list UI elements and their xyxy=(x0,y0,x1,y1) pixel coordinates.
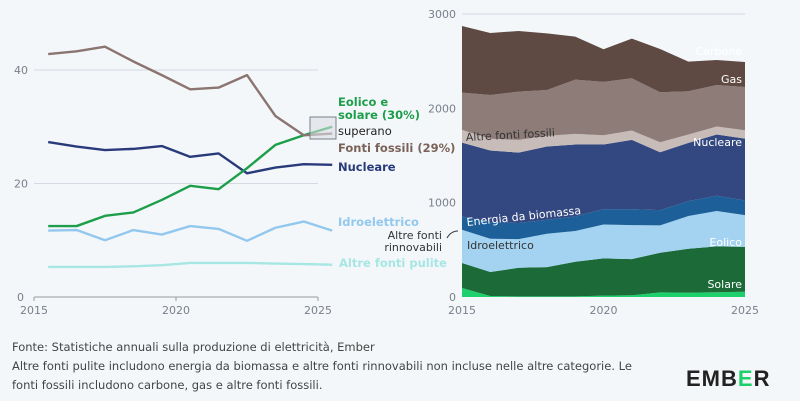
ember-logo: EMBER xyxy=(686,366,770,392)
label-eolico-solare-1: Eolico e xyxy=(338,95,388,109)
y-tick-label: 20 xyxy=(14,178,28,191)
area-energia-da-biomassa xyxy=(462,195,745,240)
area-label-idroelettrico: Idroelettrico xyxy=(467,239,534,252)
area-eolico xyxy=(462,246,745,297)
area-label-carbone: Carbone xyxy=(696,45,743,58)
area-carbone xyxy=(462,25,745,95)
label-nucleare: Nucleare xyxy=(338,160,396,174)
area-nucleare xyxy=(462,134,745,224)
x-tick-label: 2025 xyxy=(304,304,332,317)
line-altre-fonti-pulite xyxy=(48,261,333,269)
y-tick-label: 3000 xyxy=(428,8,456,21)
y-tick-label: 0 xyxy=(449,291,456,304)
y-tick-label: 0 xyxy=(17,291,24,304)
x-tick-label: 2020 xyxy=(590,304,618,317)
label-eolico-solare-2: solare (30%) xyxy=(338,108,420,122)
y-tick-label: 2000 xyxy=(428,102,456,115)
label-altre-rinnovabili-2: rinnovabili xyxy=(384,241,442,254)
annotation-superano: superano xyxy=(338,124,392,138)
y-tick-label: 1000 xyxy=(428,197,456,210)
area-solare xyxy=(462,288,745,297)
label-altre-fonti-pulite: Altre fonti pulite xyxy=(339,256,447,270)
label-fonti-fossili: Fonti fossili (29%) xyxy=(338,141,455,155)
logo-text-e: E xyxy=(737,366,754,391)
x-tick-label: 2015 xyxy=(20,304,48,317)
area-label-gas: Gas xyxy=(721,73,742,86)
y-tick-label: 40 xyxy=(14,64,28,77)
x-tick-label: 2015 xyxy=(448,304,476,317)
stacked-area-chart-generation: 0 1000 2000 3000 2015 2020 2025 Carbone Gas Al… xyxy=(384,8,759,317)
area-label-eolico: Eolico xyxy=(709,236,742,249)
area-altre-fonti-fossili xyxy=(462,126,745,153)
x-tick-label: 2020 xyxy=(162,304,190,317)
logo-text-b: R xyxy=(753,366,771,391)
footer: Fonte: Statistiche annuali sulla produzi… xyxy=(12,338,652,395)
source-text: Fonte: Statistiche annuali sulla produzi… xyxy=(12,340,375,354)
line-fonti-fossili xyxy=(48,45,333,137)
label-idroelettrico: Idroelettrico xyxy=(338,215,419,229)
area-label-nucleare: Nucleare xyxy=(693,136,742,149)
line-eolico-e-solare xyxy=(48,125,333,228)
x-tick-label: 2025 xyxy=(731,304,759,317)
label-altre-rinnovabili-1: Altre fonti xyxy=(388,229,442,242)
area-gas xyxy=(462,78,745,143)
area-label-altre-fonti-fossili: Altre fonti fossili xyxy=(465,126,555,144)
crossover-highlight-box xyxy=(309,116,337,140)
logo-text-a: EMB xyxy=(686,366,738,391)
arrow-icon xyxy=(446,230,459,239)
area-idroelettrico xyxy=(462,211,745,273)
line-idroelettrico xyxy=(48,220,333,243)
note-text: Altre fonti pulite includono energia da … xyxy=(12,359,632,392)
line-nucleare xyxy=(48,140,333,175)
area-label-solare: Solare xyxy=(707,278,742,291)
